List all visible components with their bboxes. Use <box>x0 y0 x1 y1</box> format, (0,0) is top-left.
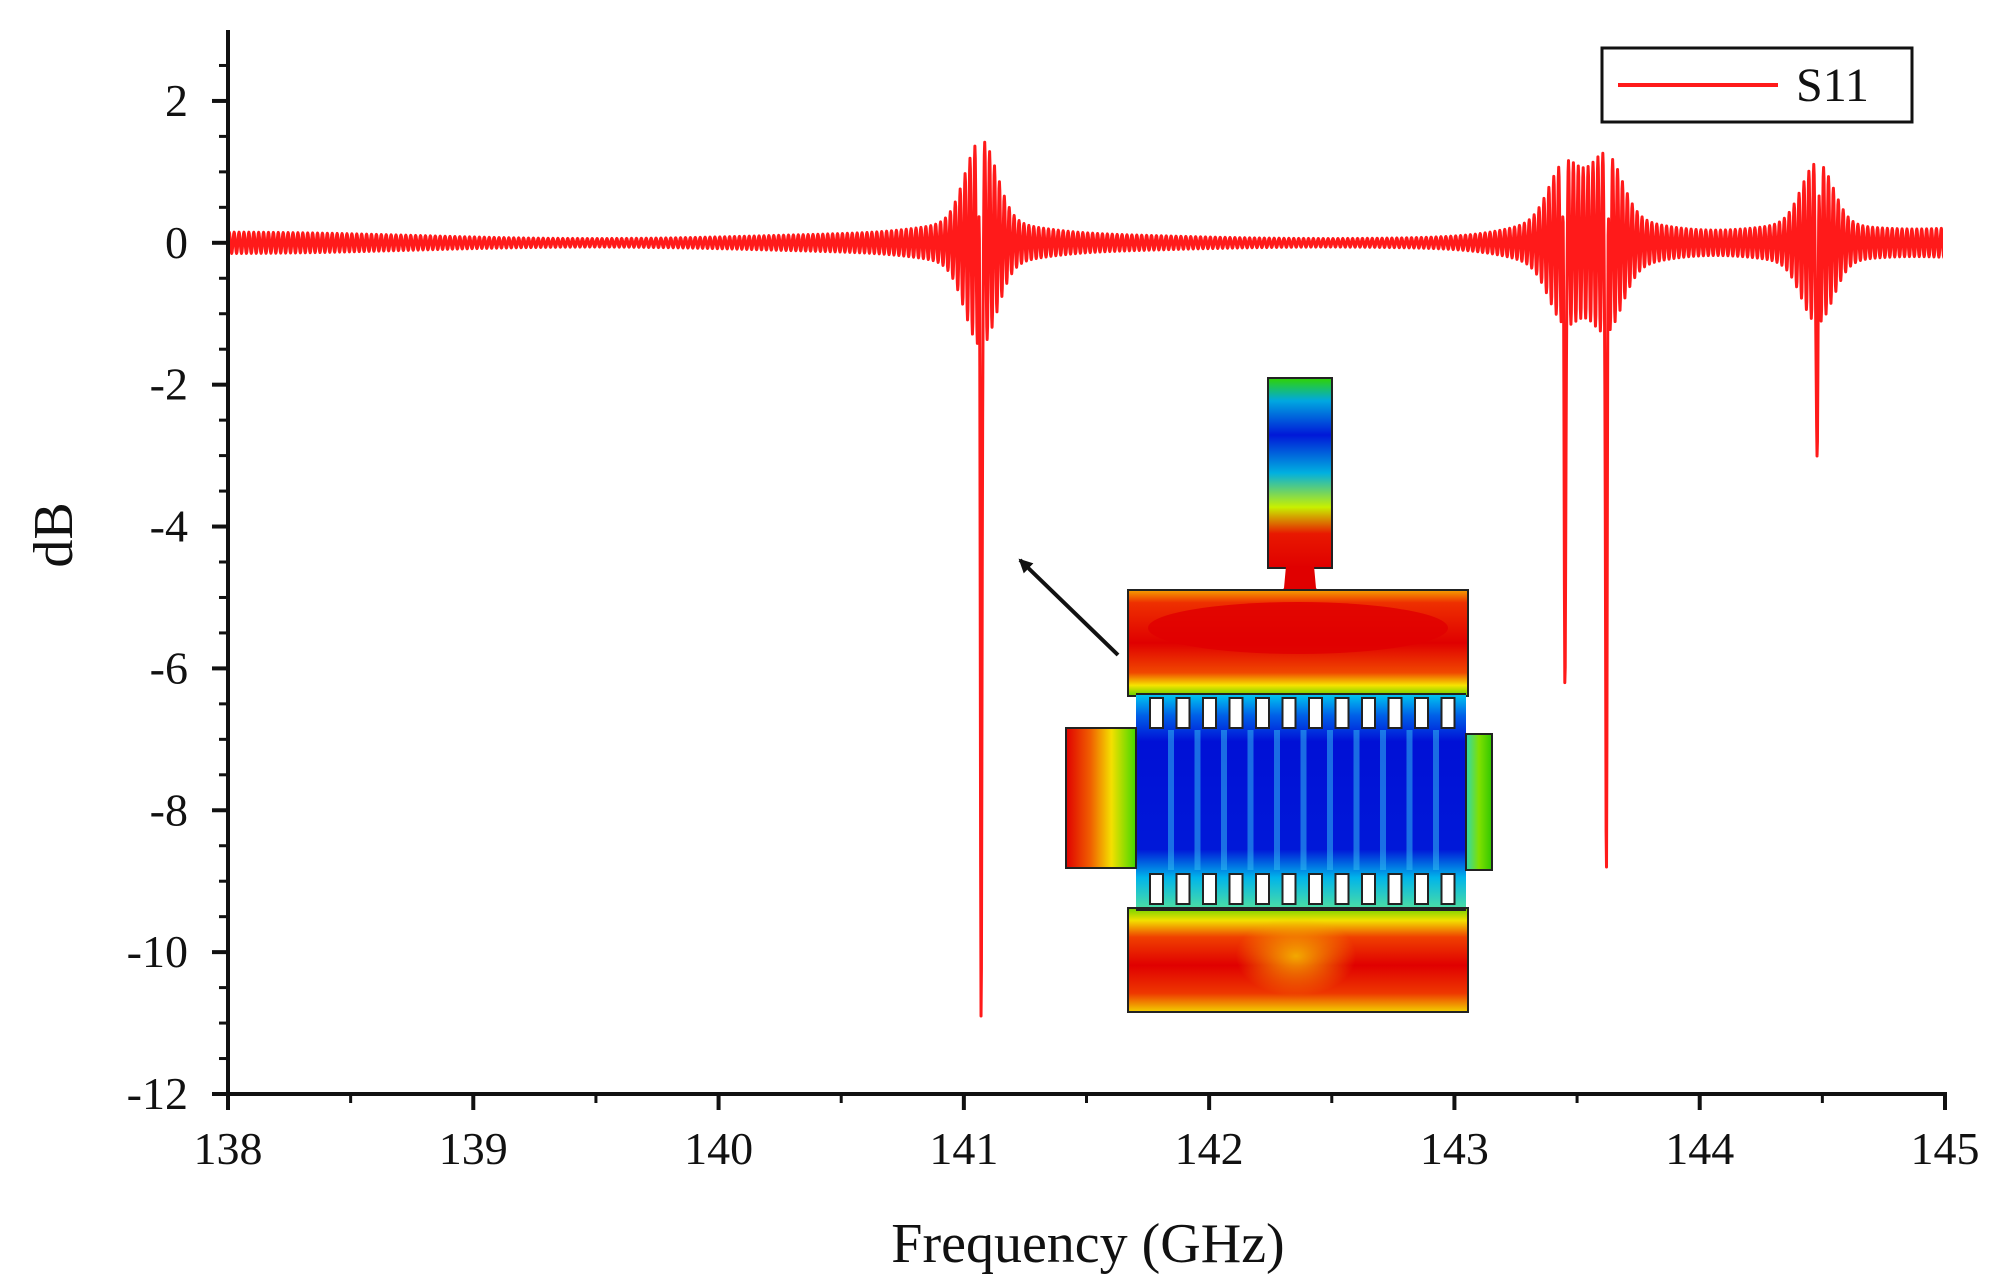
y-tick-labels: 2 0 -2 -4 -6 -8 -10 -12 <box>127 75 188 1119</box>
inset-left-port <box>1065 727 1137 869</box>
legend: S11 <box>1600 46 1914 124</box>
inset-right-port <box>1465 733 1493 871</box>
field-stripe <box>1274 730 1280 870</box>
vane-slot <box>1334 873 1350 905</box>
vane-slot <box>1387 873 1403 905</box>
field-stripe <box>1406 730 1413 870</box>
field-stripe <box>1380 730 1386 870</box>
field-stripe <box>1247 730 1254 870</box>
axes: 138 139 140 141 142 143 144 145 2 0 -2 -4 -6 -8 -10 -1… <box>127 30 1980 1174</box>
vane-slot <box>1202 697 1217 729</box>
y-tick-label: -12 <box>127 1068 188 1119</box>
y-tick-label: 0 <box>165 217 188 268</box>
y-tick-label: 2 <box>165 75 188 126</box>
inset-arrow <box>1018 558 1120 657</box>
vane-slot <box>1281 873 1297 905</box>
vane-slot <box>1202 873 1217 905</box>
field-stripe <box>1353 730 1360 870</box>
vane-slot <box>1414 873 1429 905</box>
y-tick-label: -10 <box>127 926 188 977</box>
field-stripe <box>1194 730 1201 870</box>
vane-slot <box>1308 873 1323 905</box>
x-axis-title: Frequency (GHz) <box>891 1213 1284 1275</box>
field-distribution-inset <box>1065 377 1493 1013</box>
inset-port-neck <box>1268 566 1332 596</box>
x-tick-labels: 138 139 140 141 142 143 144 145 <box>194 1123 1980 1174</box>
vane-slot <box>1387 697 1403 729</box>
inset-bottom-center <box>1236 916 1356 996</box>
y-tick-label: -6 <box>150 642 188 693</box>
field-stripe <box>1221 730 1227 870</box>
inset-field-stripes <box>1168 730 1439 870</box>
vane-slot <box>1334 697 1350 729</box>
vane-slot <box>1228 873 1244 905</box>
field-stripe <box>1168 730 1174 870</box>
x-tick-label: 139 <box>439 1123 508 1174</box>
s11-series-line <box>228 140 1943 1018</box>
vane-slot <box>1440 873 1456 905</box>
vane-slot <box>1149 873 1164 905</box>
legend-label: S11 <box>1796 59 1869 112</box>
x-tick-label: 142 <box>1175 1123 1244 1174</box>
y-tick-label: -4 <box>150 501 188 552</box>
y-axis-title: dB <box>23 502 85 567</box>
vane-slot <box>1414 697 1429 729</box>
vane-slot <box>1440 697 1456 729</box>
vane-slot <box>1228 697 1244 729</box>
y-tick-label: -8 <box>150 784 188 835</box>
vane-slot <box>1255 873 1270 905</box>
plot-area <box>228 140 1943 1018</box>
inset-top-port <box>1267 377 1333 569</box>
x-tick-label: 144 <box>1665 1123 1734 1174</box>
field-stripe <box>1300 730 1307 870</box>
field-stripe <box>1433 730 1439 870</box>
vane-slot <box>1361 697 1376 729</box>
inset-outline <box>1136 693 1466 911</box>
inset-top-hotspot <box>1148 602 1448 654</box>
y-axis-ticks <box>212 63 228 1096</box>
x-axis-ticks <box>226 1094 1947 1110</box>
x-tick-label: 138 <box>194 1123 263 1174</box>
vane-slot <box>1361 873 1376 905</box>
x-tick-label: 140 <box>684 1123 753 1174</box>
x-tick-label: 145 <box>1911 1123 1980 1174</box>
vane-slot <box>1308 697 1323 729</box>
inset-vanes-top <box>1149 697 1456 729</box>
vane-slot <box>1149 697 1164 729</box>
y-tick-label: -2 <box>150 359 188 410</box>
vane-slot <box>1175 697 1191 729</box>
x-tick-label: 141 <box>929 1123 998 1174</box>
inset-vanes-bottom <box>1149 873 1456 905</box>
vane-slot <box>1281 697 1297 729</box>
vane-slot <box>1255 697 1270 729</box>
x-tick-label: 143 <box>1420 1123 1489 1174</box>
field-stripe <box>1327 730 1333 870</box>
vane-slot <box>1175 873 1191 905</box>
